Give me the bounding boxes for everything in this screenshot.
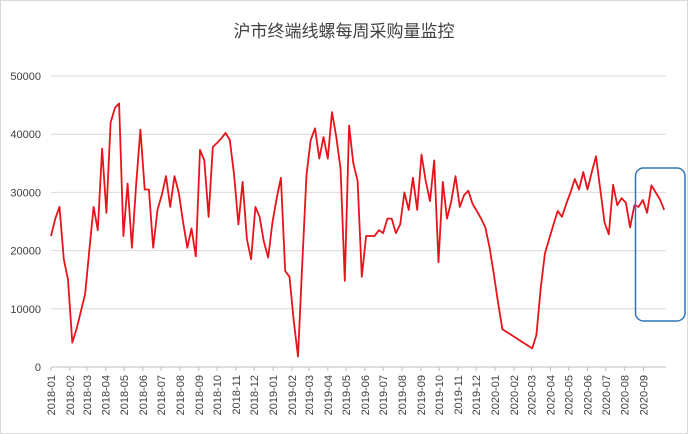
highlight-box: [634, 167, 686, 322]
x-tick-label: 2018-02: [65, 375, 77, 415]
x-tick-label: 2019-02: [287, 375, 299, 415]
x-tick-label: 2019-03: [304, 375, 316, 415]
y-tick-label: 50000: [10, 71, 41, 83]
series-line: [50, 102, 666, 358]
x-tick-label: 2018-10: [212, 375, 224, 415]
y-tick-label: 0: [35, 362, 41, 374]
x-tick-label: 2018-04: [101, 375, 113, 415]
y-tick-label: 10000: [10, 304, 41, 316]
x-tick-label: 2018-03: [82, 375, 94, 415]
x-tick-label: 2019-12: [471, 375, 483, 415]
x-tick-label: 2019-01: [268, 375, 280, 415]
x-tick-label: 2018-11: [231, 375, 243, 415]
x-tick-label: 2020-07: [601, 375, 613, 415]
gridlines: [51, 75, 666, 368]
y-tick-label: 20000: [10, 246, 41, 258]
x-tick-label: 2019-04: [323, 375, 335, 415]
x-tick-label: 2020-03: [527, 375, 539, 415]
x-tick-label: 2019-10: [434, 375, 446, 415]
x-tick-label: 2019-06: [360, 375, 372, 415]
x-tick-label: 2018-08: [175, 375, 187, 415]
x-tick-label: 2020-09: [638, 375, 650, 415]
x-tick-label: 2018-05: [119, 375, 131, 415]
x-tick-label: 2018-09: [194, 375, 206, 415]
x-tick-label: 2019-05: [341, 375, 353, 415]
x-tick-label: 2020-05: [564, 375, 576, 415]
x-tick-label: 2019-11: [453, 375, 465, 415]
x-tick-label: 2020-02: [509, 375, 521, 415]
x-tick-label: 2020-01: [490, 375, 502, 415]
x-tick-label: 2019-07: [378, 375, 390, 415]
x-tick-label: 2018-07: [156, 375, 168, 415]
x-tick-label: 2018-01: [46, 375, 58, 415]
x-tick-label: 2020-04: [545, 375, 557, 415]
y-axis-ticks: 0 10000 20000 30000 40000 50000: [10, 71, 41, 374]
x-tick-label: 2018-12: [249, 375, 261, 415]
x-tick-label: 2020-08: [620, 375, 632, 415]
y-tick-label: 40000: [10, 129, 41, 141]
x-tick-label: 2018-06: [138, 375, 150, 415]
x-tick-label: 2019-09: [416, 375, 428, 415]
y-tick-label: 30000: [10, 187, 41, 199]
x-tick-label: 2019-08: [397, 375, 409, 415]
x-axis-ticks: 2018-01 2018-02 2018-03 2018-04 2018-05 2018-…: [46, 367, 650, 415]
chart-title: 沪市终端线螺每周采购量监控: [234, 22, 455, 42]
x-tick-label: 2020-06: [583, 375, 595, 415]
